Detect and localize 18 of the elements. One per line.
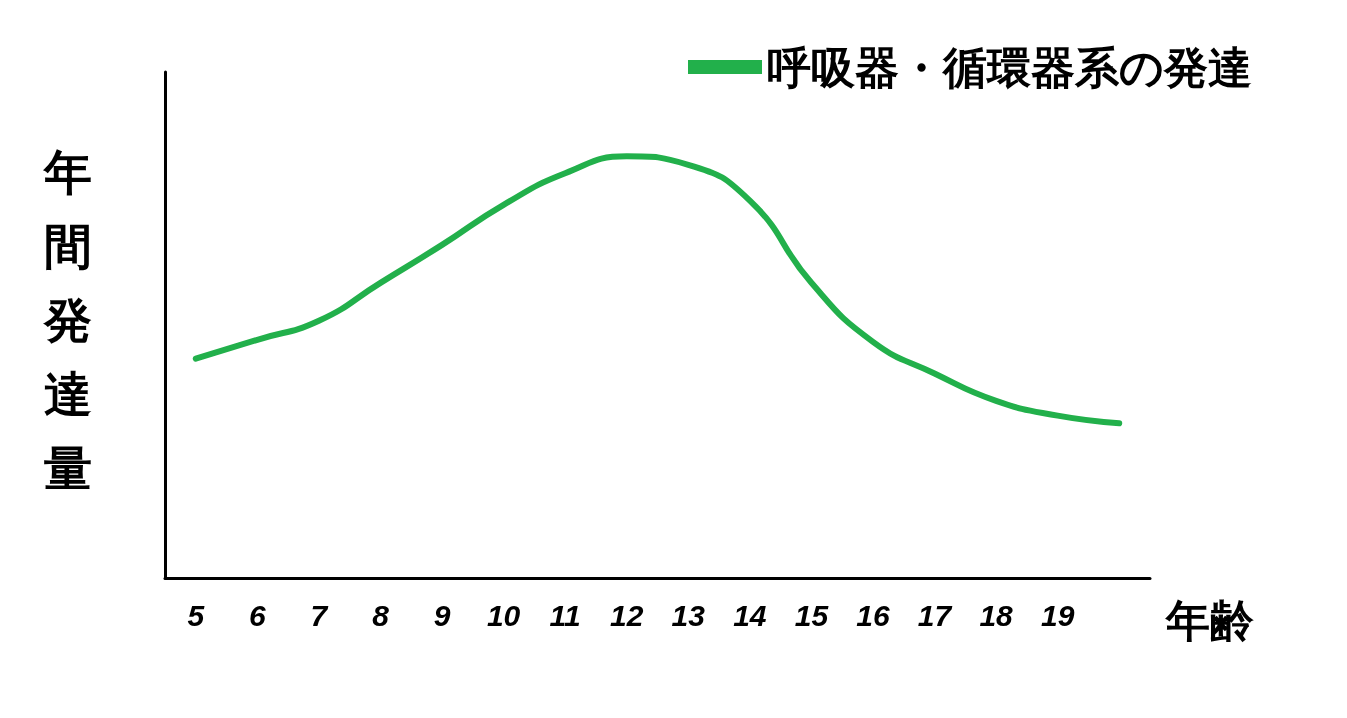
- x-tick-label: 14: [733, 598, 767, 632]
- x-tick-label: 8: [372, 598, 390, 632]
- y-axis-title: 年間発達量: [44, 143, 93, 498]
- x-tick-label: 7: [310, 598, 329, 632]
- x-tick-label: 17: [917, 598, 953, 632]
- x-axis-title: 年齢: [1165, 595, 1254, 645]
- legend-label: 呼吸器・循環器系の発達: [767, 41, 1252, 93]
- x-tick-label: 6: [249, 598, 266, 632]
- x-tick-label: 9: [433, 598, 451, 632]
- x-tick-label: 10: [486, 598, 521, 632]
- x-tick-label: 15: [794, 598, 830, 632]
- x-tick-label: 19: [1040, 598, 1075, 632]
- x-tick-label: 11: [549, 598, 581, 632]
- x-tick-label: 16: [856, 598, 890, 632]
- x-tick-label: 18: [979, 598, 1014, 632]
- x-tick-label: 5: [187, 598, 206, 632]
- x-tick-label: 12: [610, 598, 644, 632]
- x-tick-label: 13: [671, 598, 706, 632]
